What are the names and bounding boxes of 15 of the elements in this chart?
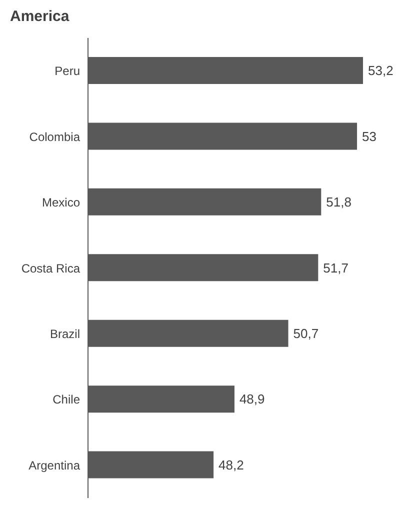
data-label: 51,7 (323, 260, 348, 276)
y-tick-label: Colombia (29, 130, 80, 144)
data-label: 53,2 (368, 63, 394, 78)
y-tick-label: Chile (52, 392, 80, 407)
data-label: 50,7 (293, 326, 319, 341)
y-tick-label: Brazil (50, 326, 80, 341)
data-label: 53 (362, 128, 376, 144)
y-tick-label: Costa Rica (21, 261, 80, 276)
chart-title: America (10, 8, 70, 27)
data-label: 48,2 (218, 457, 244, 472)
y-tick-label: Mexico (42, 196, 80, 210)
data-label: 51,8 (326, 194, 352, 210)
y-tick-label: Peru (54, 64, 80, 78)
data-label: 48,9 (239, 392, 265, 407)
y-tick-label: Argentina (28, 458, 80, 472)
